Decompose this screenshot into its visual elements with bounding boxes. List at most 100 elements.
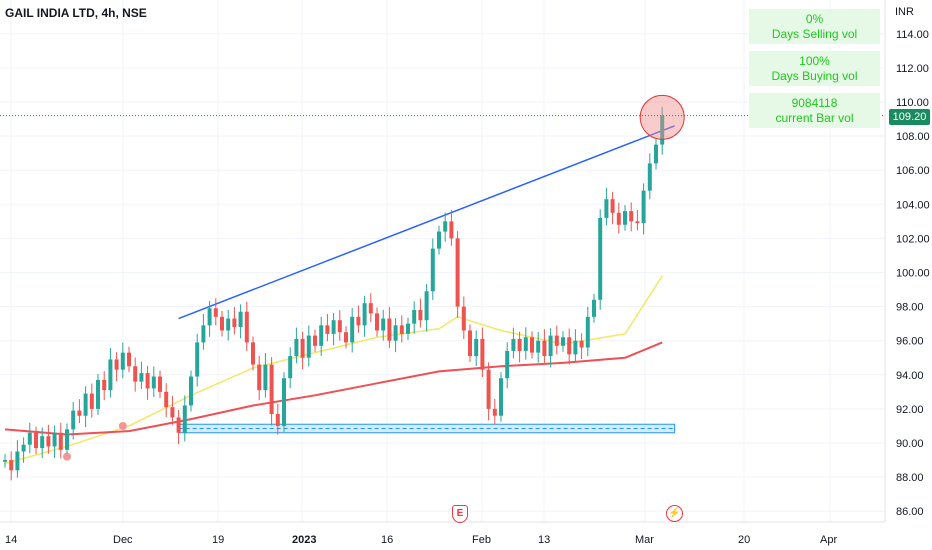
support-zone	[178, 423, 676, 434]
y-tick-label: 106.00	[896, 165, 930, 177]
candle-body	[381, 318, 386, 331]
y-tick-label: 94.00	[896, 370, 924, 382]
symbol-title: GAIL INDIA LTD, 4h, NSE	[5, 6, 147, 20]
candle-body	[176, 417, 181, 433]
y-tick-label: 86.00	[896, 506, 924, 518]
candle-body	[362, 303, 367, 326]
y-tick-label: 88.00	[896, 472, 924, 484]
candle-body	[251, 342, 255, 365]
candle-body	[499, 378, 503, 416]
candle-body	[195, 342, 200, 377]
currency-label: INR	[895, 6, 914, 18]
candle-body	[120, 352, 125, 370]
moving-averages	[4, 275, 663, 465]
candle-body	[542, 340, 547, 357]
candle-body	[232, 318, 237, 328]
candle-body	[623, 211, 627, 225]
candlesticks	[3, 106, 665, 481]
candle-body	[244, 311, 249, 343]
current-price-tag: 109.20	[889, 109, 930, 125]
candle-body	[238, 311, 243, 328]
candle-body	[164, 391, 169, 408]
candle-body	[96, 379, 100, 409]
candle-body	[368, 303, 373, 314]
candle-body	[437, 231, 441, 249]
candle-body	[282, 378, 286, 426]
candle-body	[3, 460, 7, 462]
trendline	[178, 125, 675, 320]
candle-body	[127, 352, 131, 367]
candle-body	[418, 310, 423, 321]
candle-body	[461, 306, 466, 331]
candle-body	[306, 335, 311, 358]
days-selling-vol-value: 0%	[805, 12, 824, 26]
highlight-circle	[639, 94, 685, 140]
candle-body	[536, 340, 541, 353]
x-tick-label: Mar	[635, 534, 654, 546]
candle-body	[647, 163, 652, 191]
candle-body	[133, 366, 138, 382]
candle-body	[517, 338, 522, 351]
y-tick-label: 112.00	[896, 63, 929, 75]
candle-body	[561, 337, 565, 346]
candle-body	[567, 337, 572, 355]
candle-body	[65, 429, 69, 450]
x-tick-label: 20	[738, 534, 750, 546]
candle-body	[660, 115, 665, 145]
y-tick-label: 98.00	[896, 302, 924, 314]
candle-body	[331, 320, 336, 334]
candle-body	[226, 318, 231, 331]
candle-body	[344, 332, 348, 343]
candle-body	[58, 432, 63, 450]
candle-body	[486, 369, 491, 409]
candle-body	[337, 320, 342, 333]
days-buying-vol-box: 100% Days Buying vol	[749, 51, 880, 86]
current-bar-vol-label: current Bar vol	[775, 111, 854, 125]
candle-body	[114, 359, 119, 370]
markers	[63, 94, 685, 461]
candle-body	[530, 337, 534, 353]
candle-body	[189, 376, 193, 406]
days-buying-vol-label: Days Buying vol	[771, 69, 858, 83]
ma-fast-line	[4, 275, 663, 465]
candle-body	[83, 393, 88, 416]
candle-body	[40, 436, 45, 449]
days-buying-vol-value: 100%	[799, 54, 830, 68]
candle-body	[288, 356, 293, 379]
candle-body	[635, 221, 640, 224]
flash-icon[interactable]: ⚡	[666, 505, 683, 522]
dot-marker	[63, 452, 71, 461]
candle-body	[213, 308, 218, 317]
x-tick-label: Feb	[472, 534, 491, 546]
candle-body	[492, 408, 497, 416]
candle-body	[585, 316, 590, 348]
candle-body	[52, 432, 57, 447]
y-tick-label: 102.00	[896, 233, 930, 245]
candle-body	[151, 376, 156, 389]
candle-body	[641, 190, 646, 224]
candle-body	[480, 338, 485, 370]
x-tick-label: 19	[212, 534, 224, 546]
candle-body	[89, 393, 94, 409]
candle-body	[511, 338, 516, 351]
y-tick-label: 108.00	[896, 131, 930, 143]
candle-body	[108, 359, 113, 391]
candle-body	[387, 318, 392, 341]
candle-body	[592, 299, 596, 317]
x-tick-label: 13	[538, 534, 550, 546]
candle-body	[375, 313, 379, 331]
candle-body	[356, 316, 361, 326]
candle-body	[139, 373, 144, 382]
candle-body	[27, 432, 32, 445]
candle-body	[220, 316, 224, 331]
candle-body	[474, 338, 479, 357]
candle-body	[350, 316, 355, 343]
earnings-e-icon[interactable]: E	[452, 505, 468, 523]
candle-body	[430, 248, 435, 292]
candle-body	[455, 238, 460, 307]
candle-body	[313, 335, 317, 346]
current-bar-vol-box: 9084118 current Bar vol	[749, 93, 880, 128]
y-tick-label: 104.00	[896, 199, 930, 211]
candle-body	[275, 414, 280, 426]
